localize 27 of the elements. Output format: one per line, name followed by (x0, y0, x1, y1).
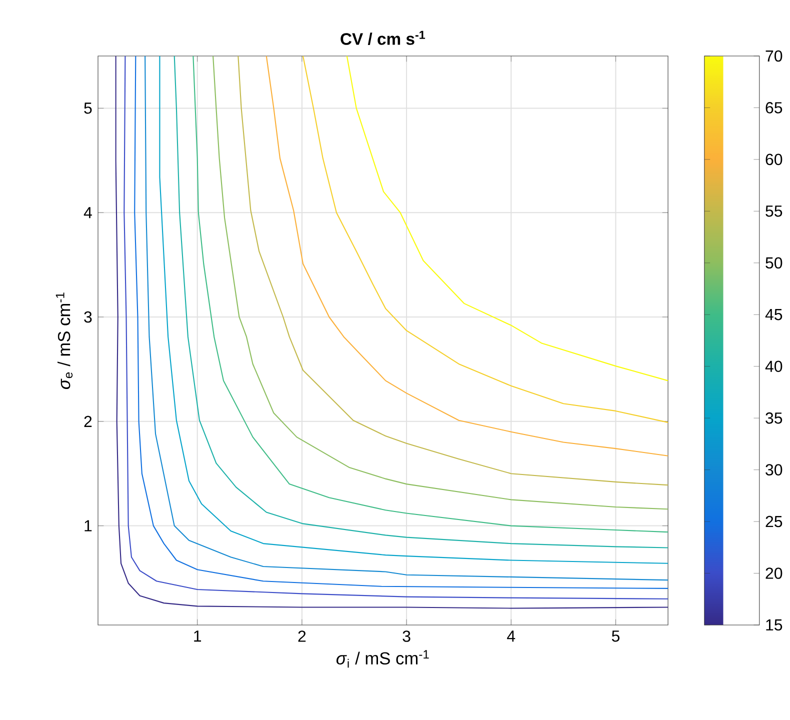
color-bar-label: 30 (766, 464, 782, 476)
x-axis-title: σ$_{i}$ / mS cm$^{-1}$ (336, 650, 429, 668)
x-tick-label: 2 (298, 630, 306, 642)
color-bar-label: 45 (765, 309, 782, 320)
color-bar-label: 70 (766, 50, 782, 62)
color-bar-label: 40 (765, 360, 782, 372)
color-bar-label: 35 (766, 412, 782, 424)
y-tick-label: 2 (84, 416, 92, 427)
color-bar-label: 50 (766, 257, 782, 269)
color-bar-label: 20 (766, 568, 782, 579)
y-axis-title: σ$_{e}$ / mS cm$^{-1}$ (56, 292, 73, 390)
y-tick-label: 4 (84, 207, 92, 218)
x-tick-label: 1 (194, 630, 202, 642)
x-tick-label: 4 (507, 630, 516, 642)
color-bar-label: 60 (766, 154, 782, 166)
y-tick-label: 5 (84, 102, 92, 114)
color-bar-label: 65 (766, 102, 782, 114)
line-series (346, 56, 668, 382)
color-bar-label: 15 (766, 619, 782, 631)
x-tick-label: 5 (612, 630, 620, 642)
x-tick-label: 3 (402, 630, 410, 642)
chart-title: CV / cm s$^{-1}$ (340, 30, 426, 46)
color-bar-label: 25 (766, 516, 782, 528)
color-bar-label: 55 (766, 206, 782, 217)
y-tick-label: 1 (84, 520, 92, 532)
y-tick-label: 3 (84, 311, 92, 323)
line-series (302, 56, 668, 423)
